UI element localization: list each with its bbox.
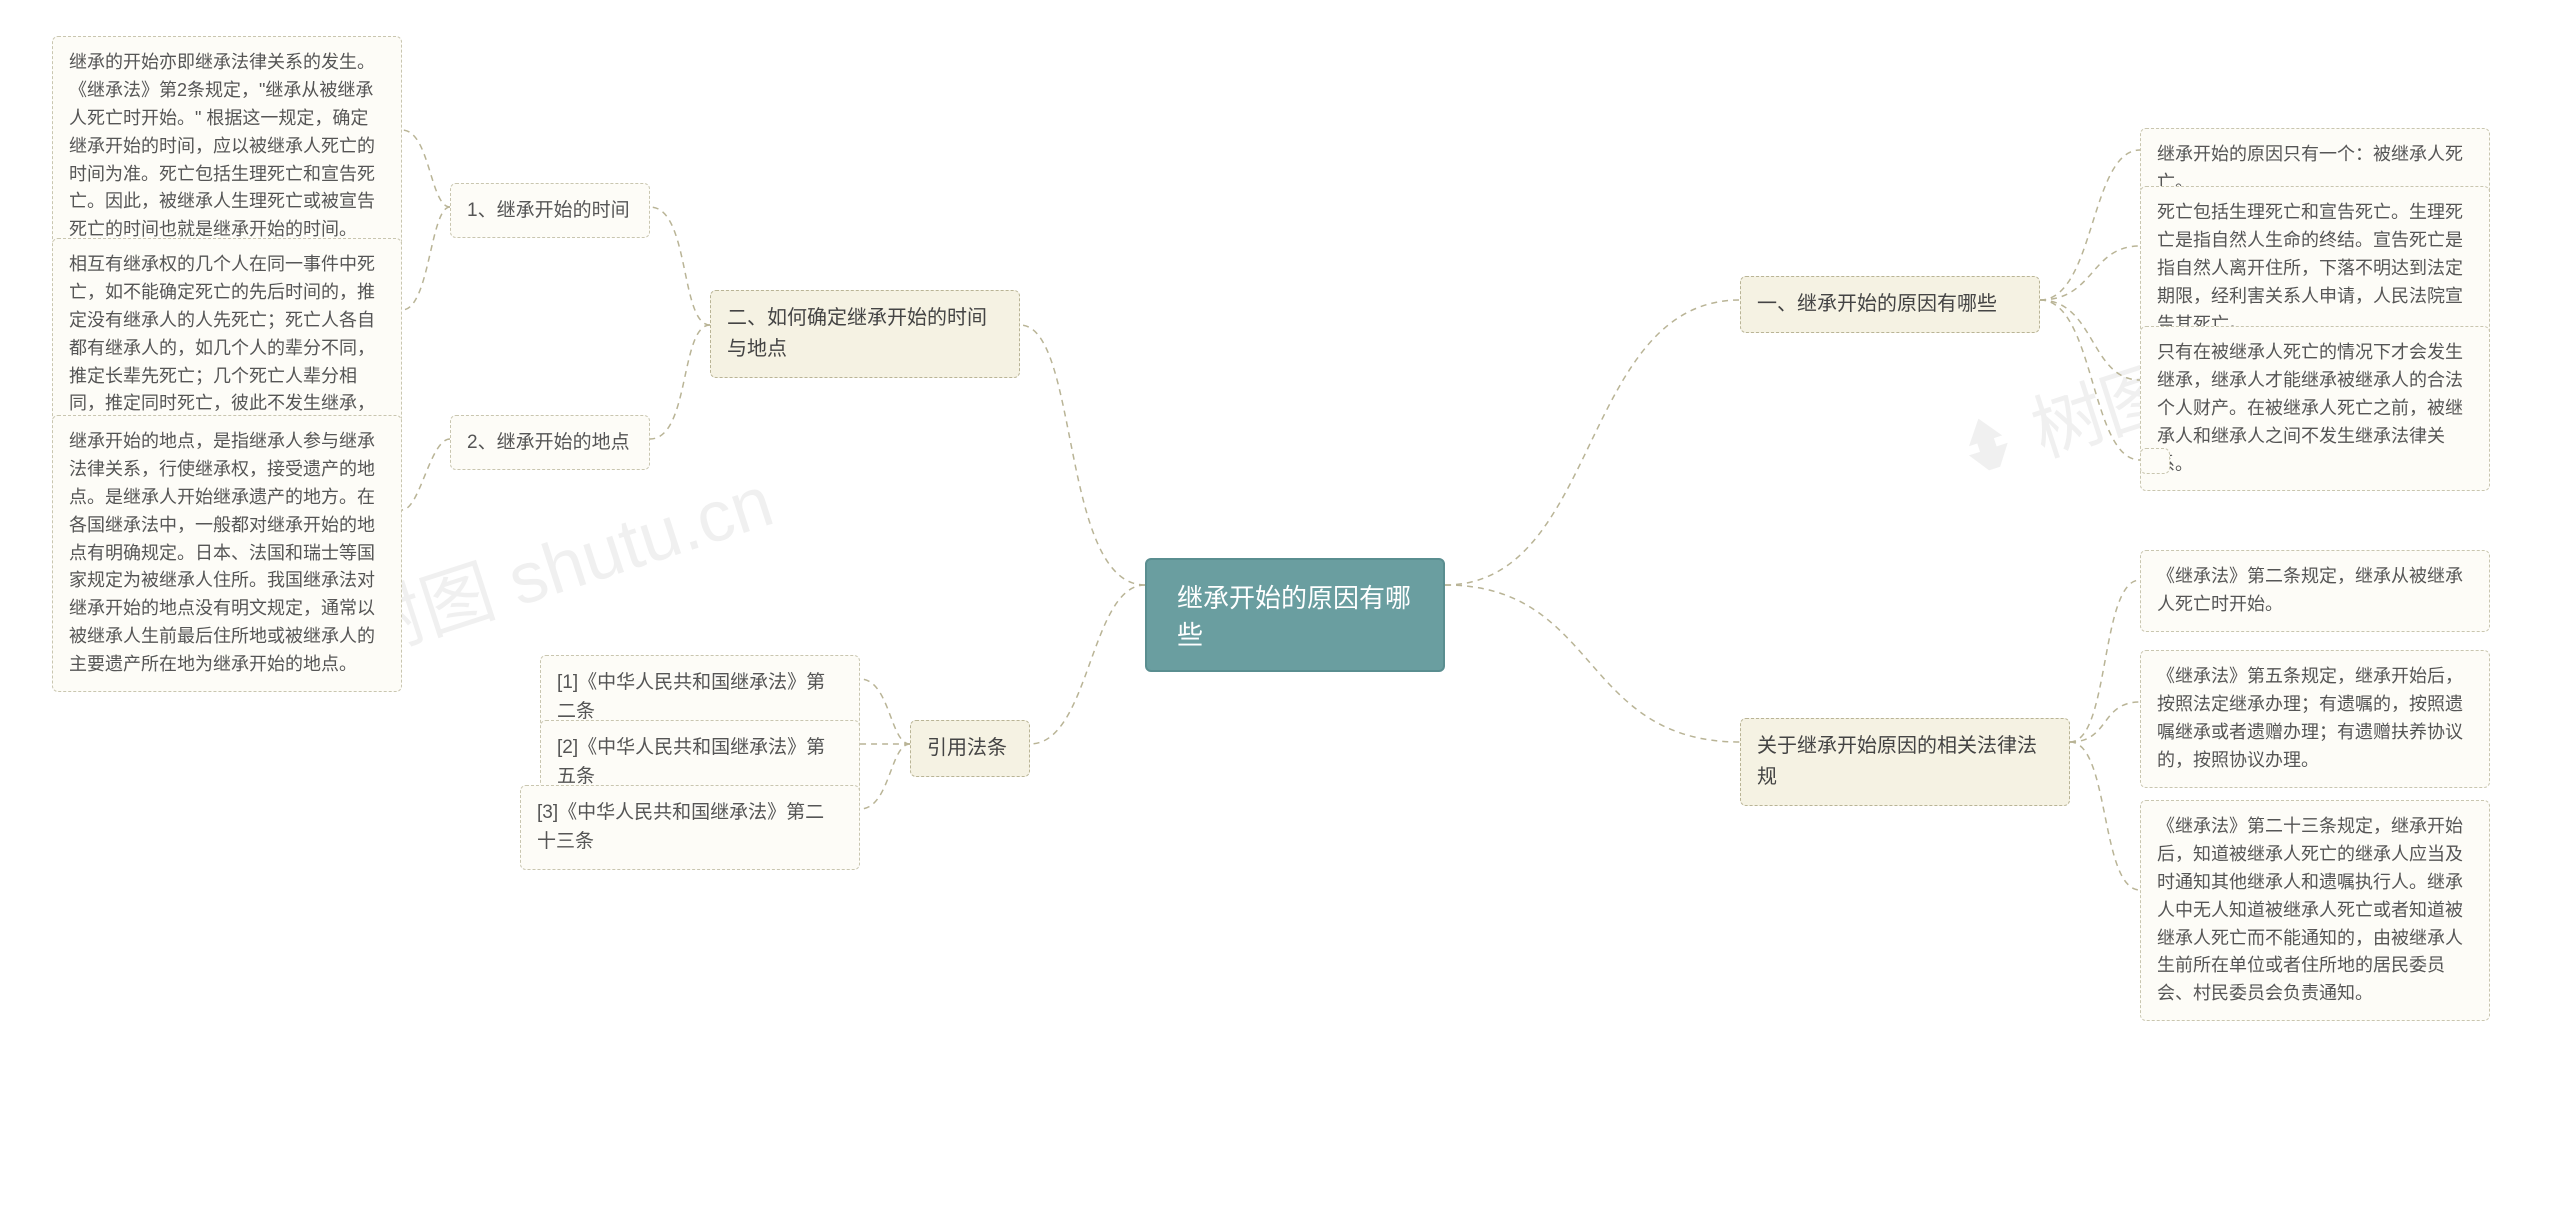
leaf-node: 《继承法》第二十三条规定，继承开始后，知道被继承人死亡的继承人应当及时通知其他继… bbox=[2140, 800, 2490, 1021]
leaf-node: [3]《中华人民共和国继承法》第二十三条 bbox=[520, 785, 860, 870]
leaf-node: 只有在被继承人死亡的情况下才会发生继承，继承人才能继承被继承人的合法个人财产。在… bbox=[2140, 326, 2490, 491]
root-node: 继承开始的原因有哪些 bbox=[1145, 558, 1445, 672]
branch-laws: 关于继承开始原因的相关法律法规 bbox=[1740, 718, 2070, 806]
leaf-node-empty bbox=[2140, 448, 2170, 474]
branch-citations: 引用法条 bbox=[910, 720, 1030, 777]
branch-time-place: 二、如何确定继承开始的时间与地点 bbox=[710, 290, 1020, 378]
sub-place: 2、继承开始的地点 bbox=[450, 415, 650, 470]
leaf-node: 继承的开始亦即继承法律关系的发生。《继承法》第2条规定，"继承从被继承人死亡时开… bbox=[52, 36, 402, 257]
branch-reasons: 一、继承开始的原因有哪些 bbox=[1740, 276, 2040, 333]
leaf-node: 继承开始的地点，是指继承人参与继承法律关系，行使继承权，接受遗产的地点。是继承人… bbox=[52, 415, 402, 692]
leaf-node: 《继承法》第五条规定，继承开始后，按照法定继承办理；有遗嘱的，按照遗嘱继承或者遗… bbox=[2140, 650, 2490, 788]
leaf-node: 《继承法》第二条规定，继承从被继承人死亡时开始。 bbox=[2140, 550, 2490, 632]
tree-icon bbox=[1943, 402, 2031, 490]
sub-time: 1、继承开始的时间 bbox=[450, 183, 650, 238]
